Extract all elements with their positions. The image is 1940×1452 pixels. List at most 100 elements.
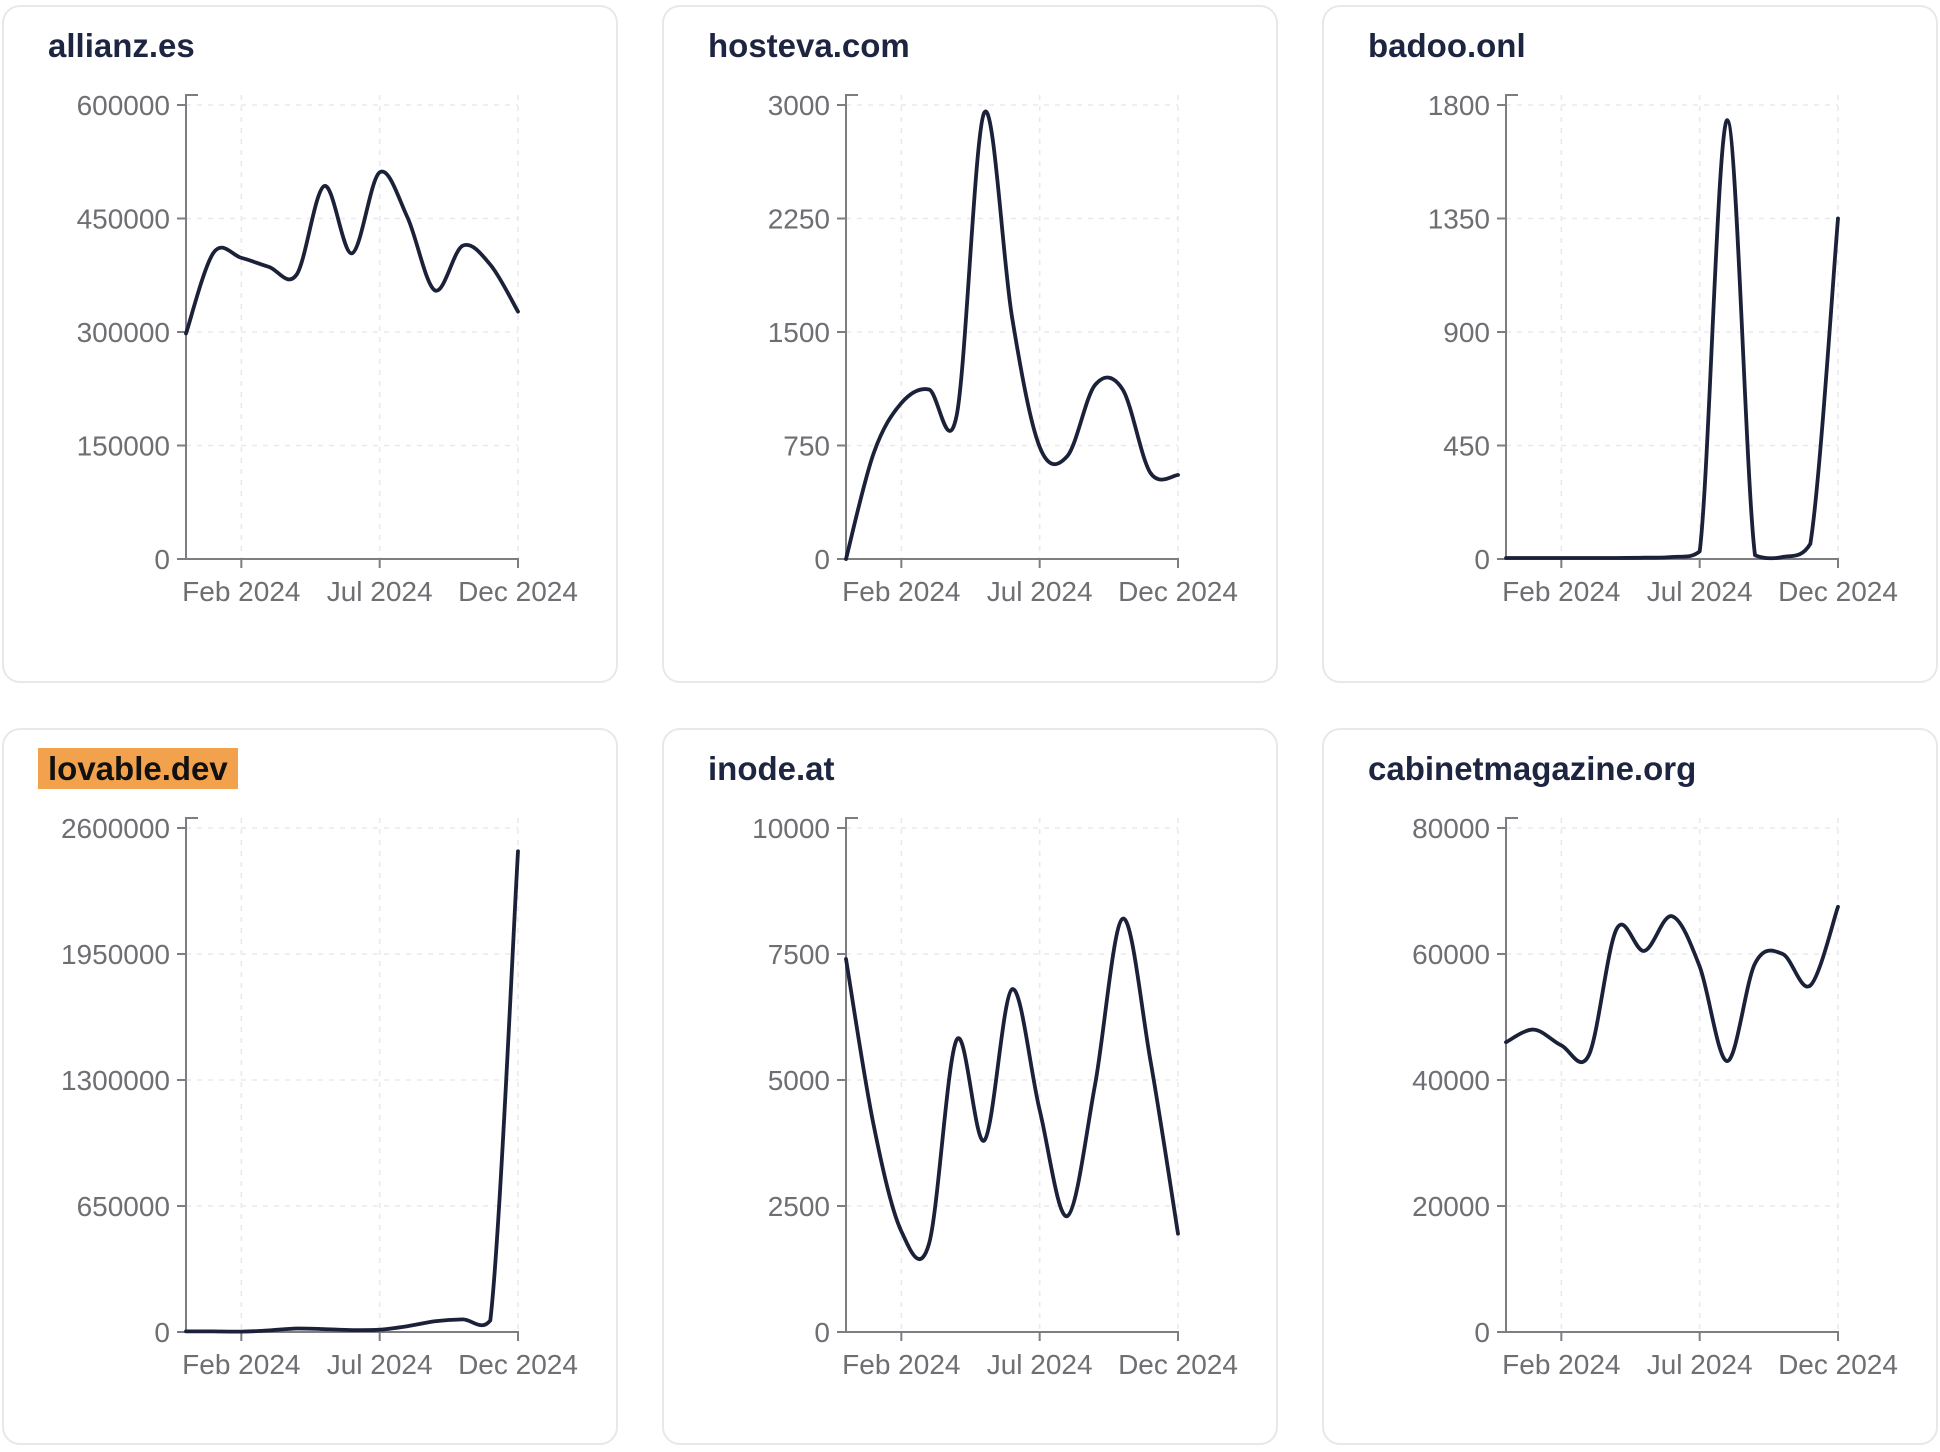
domain-title: cabinetmagazine.org	[1368, 750, 1697, 787]
y-tick-labels: 1800 1350 900 450 0	[1428, 90, 1490, 575]
x-axis	[186, 1331, 519, 1341]
svg-text:900: 900	[1443, 317, 1490, 348]
x-axis	[1506, 558, 1839, 568]
trend-line	[1504, 118, 1840, 561]
svg-text:1350: 1350	[1428, 204, 1490, 235]
svg-text:80000: 80000	[1412, 813, 1490, 844]
svg-text:1800: 1800	[1428, 90, 1490, 121]
svg-text:Jul 2024: Jul 2024	[1647, 1349, 1753, 1380]
svg-text:2600000: 2600000	[61, 813, 170, 844]
svg-text:2250: 2250	[768, 204, 830, 235]
traffic-trend-chart: 3000 2250 1500 750 0 Feb 2024 Jul 2024 Dec 2024	[768, 90, 1238, 607]
domain-chart-card[interactable]: hosteva.com 3000 2250 1500 750 0 Feb 2024 Jul 2…	[662, 5, 1278, 683]
svg-text:3000: 3000	[768, 90, 830, 121]
domain-title: badoo.onl	[1368, 27, 1526, 64]
svg-text:Dec 2024: Dec 2024	[1118, 576, 1238, 607]
trend-line	[844, 916, 1180, 1261]
svg-text:Dec 2024: Dec 2024	[1118, 1349, 1238, 1380]
svg-text:Dec 2024: Dec 2024	[1778, 1349, 1898, 1380]
svg-text:Feb 2024: Feb 2024	[182, 1349, 300, 1380]
y-tick-labels: 600000 450000 300000 150000 0	[77, 90, 170, 575]
svg-text:5000: 5000	[768, 1065, 830, 1096]
domain-chart-card[interactable]: badoo.onl 1800 1350 900 450 0 Feb 2024 Jul 2024…	[1322, 5, 1938, 683]
svg-text:7500: 7500	[768, 939, 830, 970]
gridlines	[1506, 95, 1839, 559]
svg-text:0: 0	[814, 1317, 830, 1348]
svg-text:10000: 10000	[752, 813, 830, 844]
domain-chart-card[interactable]: lovable.dev 2600000 1950000 1300000 650000 0 F…	[2, 728, 618, 1445]
x-axis	[846, 558, 1179, 568]
svg-text:Jul 2024: Jul 2024	[987, 1349, 1093, 1380]
y-tick-labels: 3000 2250 1500 750 0	[768, 90, 830, 575]
svg-text:40000: 40000	[1412, 1065, 1490, 1096]
trend-line	[844, 109, 1180, 561]
svg-text:1300000: 1300000	[61, 1065, 170, 1096]
svg-text:Feb 2024: Feb 2024	[842, 1349, 960, 1380]
domain-title: inode.at	[708, 750, 835, 787]
x-axis	[1506, 1331, 1839, 1341]
svg-text:60000: 60000	[1412, 939, 1490, 970]
traffic-trend-chart: 2600000 1950000 1300000 650000 0 Feb 2024 Jul …	[61, 813, 578, 1380]
gridlines	[846, 818, 1179, 1332]
svg-text:1950000: 1950000	[61, 939, 170, 970]
y-tick-labels: 80000 60000 40000 20000 0	[1412, 813, 1490, 1348]
svg-text:0: 0	[814, 544, 830, 575]
y-axis	[177, 817, 198, 1333]
trend-line	[184, 849, 520, 1334]
x-axis	[186, 558, 519, 568]
x-tick-labels: Feb 2024 Jul 2024 Dec 2024	[842, 576, 1238, 607]
svg-text:0: 0	[154, 544, 170, 575]
svg-text:20000: 20000	[1412, 1191, 1490, 1222]
highlight-mark: lovable.dev	[38, 748, 238, 789]
domain-title: hosteva.com	[708, 27, 910, 64]
svg-text:650000: 650000	[77, 1191, 170, 1222]
svg-text:300000: 300000	[77, 317, 170, 348]
y-axis	[1497, 94, 1518, 560]
y-axis	[1497, 817, 1518, 1333]
svg-text:Dec 2024: Dec 2024	[1778, 576, 1898, 607]
y-tick-labels: 2600000 1950000 1300000 650000 0	[61, 813, 170, 1348]
traffic-trend-chart: 1800 1350 900 450 0 Feb 2024 Jul 2024 Dec 2024	[1428, 90, 1898, 607]
domain-chart-card[interactable]: cabinetmagazine.org 80000 60000 40000 20000 0…	[1322, 728, 1938, 1445]
gridlines	[186, 818, 519, 1332]
svg-text:150000: 150000	[77, 431, 170, 462]
traffic-trend-chart: 600000 450000 300000 150000 0 Feb 2024 Jul 202…	[77, 90, 578, 607]
svg-text:Jul 2024: Jul 2024	[1647, 576, 1753, 607]
y-axis	[837, 817, 858, 1333]
y-tick-labels: 10000 7500 5000 2500 0	[752, 813, 830, 1348]
x-tick-labels: Feb 2024 Jul 2024 Dec 2024	[182, 576, 578, 607]
trend-line	[184, 169, 520, 336]
svg-text:0: 0	[154, 1317, 170, 1348]
trend-line	[1504, 904, 1840, 1065]
svg-text:1500: 1500	[768, 317, 830, 348]
svg-text:2500: 2500	[768, 1191, 830, 1222]
traffic-trend-chart: 10000 7500 5000 2500 0 Feb 2024 Jul 2024 Dec 20…	[752, 813, 1238, 1380]
svg-text:Feb 2024: Feb 2024	[842, 576, 960, 607]
svg-text:600000: 600000	[77, 90, 170, 121]
svg-text:Jul 2024: Jul 2024	[327, 576, 433, 607]
svg-text:0: 0	[1474, 544, 1490, 575]
x-tick-labels: Feb 2024 Jul 2024 Dec 2024	[1502, 1349, 1898, 1380]
domain-title: allianz.es	[48, 27, 195, 64]
traffic-trend-chart: 80000 60000 40000 20000 0 Feb 2024 Jul 2024 Dec…	[1412, 813, 1898, 1380]
svg-text:450000: 450000	[77, 204, 170, 235]
gridlines	[846, 95, 1179, 559]
svg-text:Dec 2024: Dec 2024	[458, 1349, 578, 1380]
svg-text:Dec 2024: Dec 2024	[458, 576, 578, 607]
svg-text:450: 450	[1443, 431, 1490, 462]
gridlines	[1506, 818, 1839, 1332]
svg-text:750: 750	[783, 431, 830, 462]
x-tick-labels: Feb 2024 Jul 2024 Dec 2024	[842, 1349, 1238, 1380]
svg-text:0: 0	[1474, 1317, 1490, 1348]
gridlines	[186, 95, 519, 559]
x-tick-labels: Feb 2024 Jul 2024 Dec 2024	[182, 1349, 578, 1380]
svg-text:Feb 2024: Feb 2024	[1502, 1349, 1620, 1380]
svg-text:Feb 2024: Feb 2024	[182, 576, 300, 607]
svg-text:Jul 2024: Jul 2024	[327, 1349, 433, 1380]
x-axis	[846, 1331, 1179, 1341]
domain-chart-card[interactable]: allianz.es 600000 450000 300000 150000 0 Feb 2…	[2, 5, 618, 683]
domain-chart-card[interactable]: inode.at 10000 7500 5000 2500 0 Feb 2024 Jul 20…	[662, 728, 1278, 1445]
x-tick-labels: Feb 2024 Jul 2024 Dec 2024	[1502, 576, 1898, 607]
svg-text:Jul 2024: Jul 2024	[987, 576, 1093, 607]
